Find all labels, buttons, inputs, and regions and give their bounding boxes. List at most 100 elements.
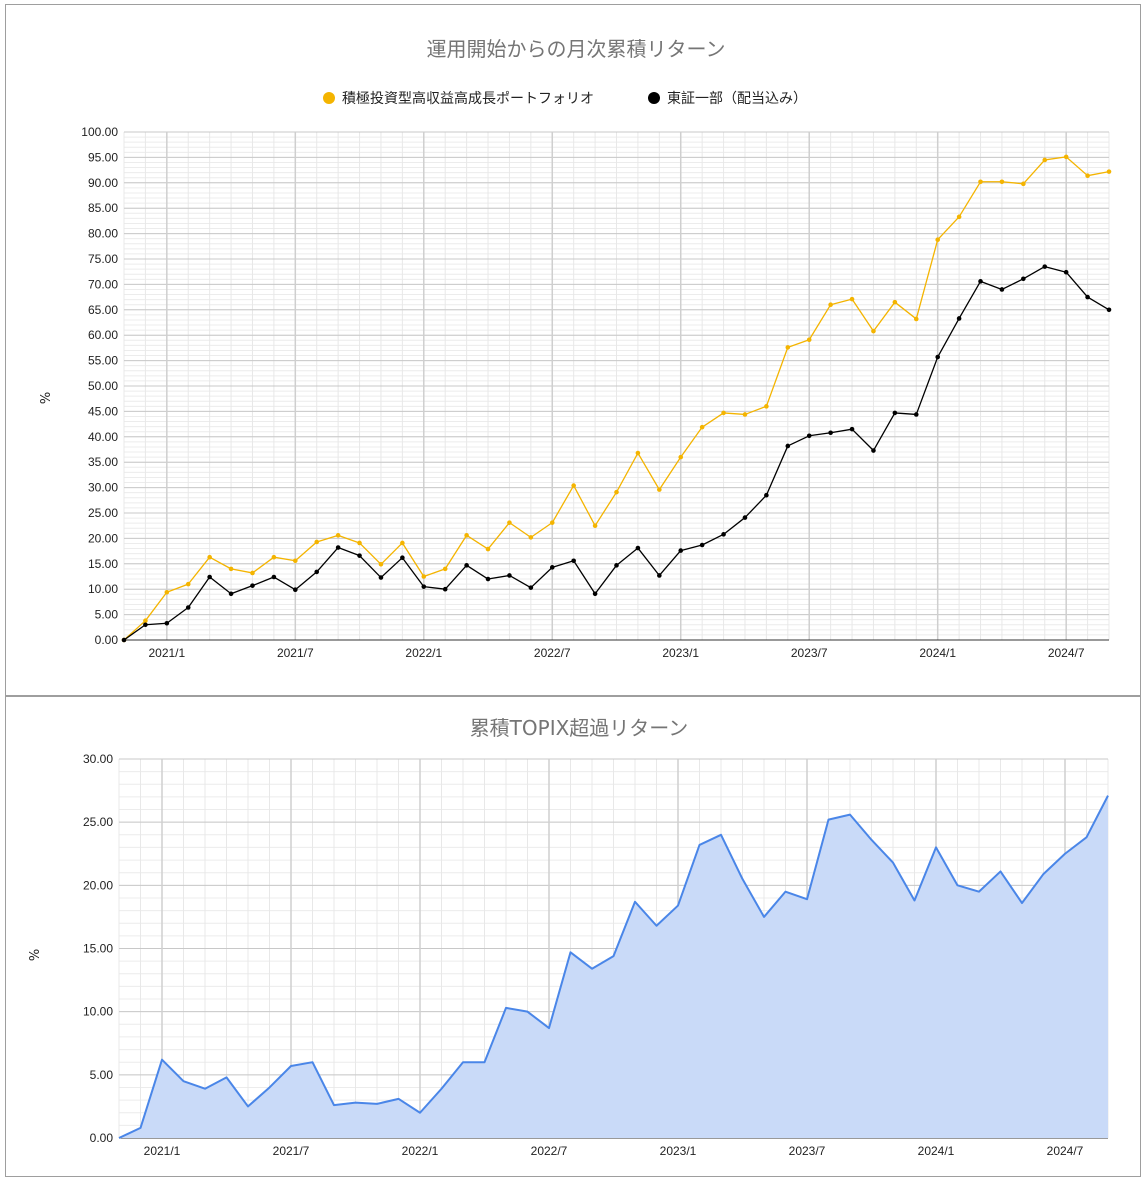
x-tick-label: 2024/1 [919, 646, 956, 660]
data-point [164, 620, 170, 626]
x-tick-label: 2022/7 [531, 1144, 568, 1158]
area-fill [119, 795, 1108, 1138]
y-tick-label: 15.00 [83, 942, 113, 956]
data-point [956, 316, 962, 321]
data-point [442, 566, 448, 572]
cumulative-return-chart-panel: 運用開始からの月次累積リターン 積極投資型高収益高成長ポートフォリオ 東証一部（… [5, 4, 1141, 696]
y-tick-label: 20.00 [88, 531, 118, 545]
data-point [164, 589, 170, 595]
x-tick-label: 2022/1 [402, 1144, 439, 1158]
data-point [935, 354, 940, 360]
data-point [549, 520, 555, 525]
excess-return-chart: 累積TOPIX超過リターン % 0.00 5.00 10.00 15.00 20.00 2… [28, 716, 1109, 1158]
series-group [118, 795, 1109, 1139]
data-point [549, 565, 555, 570]
data-point [806, 337, 812, 343]
data-point [507, 573, 512, 578]
data-point [314, 569, 320, 575]
data-point [357, 553, 362, 558]
y-tick-label: 100.00 [81, 125, 118, 139]
data-point [721, 532, 726, 537]
data-point [1042, 157, 1048, 163]
legend-label-topix: 東証一部（配当込み） [667, 91, 807, 107]
data-point [828, 302, 833, 308]
data-point [1021, 181, 1026, 187]
y-tick-label: 25.00 [88, 506, 118, 520]
data-point [742, 412, 748, 417]
x-tick-label: 2021/1 [144, 1144, 181, 1158]
data-point [1063, 154, 1069, 160]
data-point [400, 555, 405, 560]
data-point [442, 586, 448, 592]
data-point [378, 562, 384, 567]
data-point [571, 483, 576, 488]
data-point [185, 581, 191, 587]
data-point [1106, 169, 1112, 174]
data-point [335, 533, 341, 538]
data-point [892, 410, 898, 416]
data-point [614, 563, 619, 568]
data-point [485, 546, 491, 552]
x-tick-label: 2023/1 [662, 646, 699, 660]
y-tick-labels: 0.00 5.00 10.00 15.00 20.00 25.00 30.00 [83, 752, 113, 1145]
data-point [207, 554, 212, 560]
x-tick-label: 2022/1 [405, 646, 442, 660]
data-point [250, 570, 255, 576]
data-point [657, 573, 662, 578]
data-point [678, 548, 684, 553]
y-tick-label: 10.00 [83, 1005, 113, 1019]
data-point [1106, 307, 1112, 313]
y-tick-label: 0.00 [90, 1131, 114, 1145]
y-tick-label: 80.00 [88, 227, 118, 241]
y-tick-labels: 0.00 5.00 10.00 15.00 20.00 25.00 30.00 35.00 40… [81, 125, 118, 647]
data-point [400, 540, 405, 546]
y-tick-label: 55.00 [88, 354, 118, 368]
data-point [507, 520, 512, 525]
y-tick-label: 20.00 [83, 878, 113, 892]
data-point [378, 575, 384, 580]
y-tick-label: 85.00 [88, 201, 118, 215]
data-point [913, 412, 919, 417]
data-point [657, 487, 662, 492]
y-tick-label: 90.00 [88, 176, 118, 190]
data-point [978, 179, 983, 185]
data-point [464, 563, 469, 568]
y-tick-label: 60.00 [88, 328, 118, 342]
y-tick-label: 5.00 [90, 1068, 114, 1082]
x-tick-label: 2023/7 [791, 646, 828, 660]
x-tick-label: 2024/7 [1047, 1144, 1084, 1158]
y-tick-label: 25.00 [83, 815, 113, 829]
legend: 積極投資型高収益高成長ポートフォリオ 東証一部（配当込み） [323, 90, 807, 107]
data-point [592, 591, 598, 597]
data-point [571, 558, 576, 564]
data-point [185, 605, 191, 610]
data-point [614, 489, 619, 495]
data-point [635, 450, 641, 456]
data-point [143, 622, 148, 628]
data-point [913, 316, 919, 322]
data-point [678, 454, 684, 460]
y-tick-label: 15.00 [88, 557, 118, 571]
data-point [271, 574, 277, 580]
x-tick-labels: 2021/1 2021/7 2022/1 2022/7 2023/1 2023/7 2024… [148, 646, 1084, 660]
y-tick-label: 5.00 [95, 608, 119, 622]
data-point [1085, 294, 1090, 300]
x-tick-labels: 2021/1 2021/7 2022/1 2022/7 2023/1 2023/7 2024… [144, 1144, 1084, 1158]
data-point [228, 566, 234, 572]
data-point [1085, 173, 1090, 178]
x-tick-label: 2022/7 [534, 646, 571, 660]
data-point [806, 433, 812, 439]
x-tick-label: 2023/1 [660, 1144, 697, 1158]
data-point [293, 587, 298, 593]
series-group [121, 154, 1112, 643]
data-point [528, 535, 534, 540]
chart-title: 累積TOPIX超過リターン [470, 716, 689, 740]
data-point [721, 410, 726, 416]
data-point [528, 585, 534, 590]
y-tick-label: 50.00 [88, 379, 118, 393]
data-point [207, 574, 212, 580]
legend-label-portfolio: 積極投資型高収益高成長ポートフォリオ [342, 90, 594, 107]
data-point [785, 345, 791, 350]
grid [123, 131, 1110, 641]
